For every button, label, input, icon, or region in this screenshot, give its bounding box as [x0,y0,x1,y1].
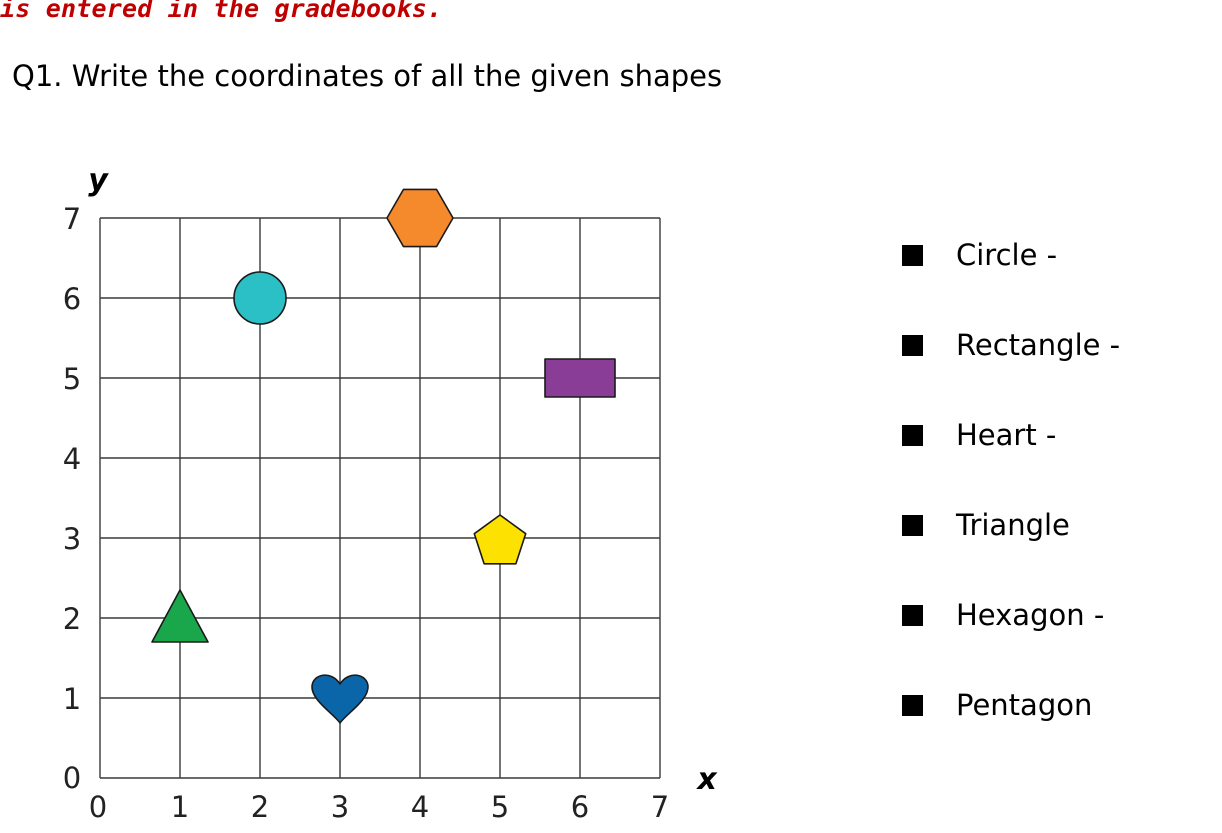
square-bullet-icon [902,245,923,266]
y-tick-label: 2 [63,602,81,636]
pentagon-shape [473,514,527,565]
y-axis-label: y [88,163,109,198]
shape-layer [151,188,616,724]
y-tick-label: 3 [63,522,81,556]
list-item-rectangle: Rectangle - [902,320,1120,410]
x-tick-label: 0 [89,790,107,824]
y-tick-label: 4 [63,442,81,476]
coordinate-grid-svg: 0 1 2 3 4 5 6 7 0 1 2 3 4 5 6 7 x y [63,163,719,824]
hexagon-shape [386,188,454,248]
list-item-pentagon: Pentagon [902,680,1120,770]
y-tick-label: 7 [63,202,81,236]
x-tick-label: 7 [651,790,669,824]
list-item-label: Heart - [956,418,1057,452]
list-item-label: Circle - [956,238,1058,272]
shape-list: Circle - Rectangle - Heart - Triangle He… [902,230,1120,770]
x-tick-label: 3 [331,790,349,824]
heart-shape [311,674,369,724]
list-item-label: Hexagon - [956,598,1105,632]
list-item-label: Triangle [956,508,1070,542]
x-axis-label: x [695,762,718,797]
x-tick-label: 5 [491,790,509,824]
x-tick-label: 2 [251,790,269,824]
square-bullet-icon [902,695,923,716]
grid-lines [99,217,661,779]
square-bullet-icon [902,605,923,626]
rectangle-shape [544,358,616,398]
y-tick-label: 0 [63,761,81,795]
y-tick-label: 1 [63,682,81,716]
question-text: Q1. Write the coordinates of all the giv… [12,59,723,93]
x-tick-label: 6 [571,790,589,824]
square-bullet-icon [902,515,923,536]
square-bullet-icon [902,335,923,356]
x-tick-label: 1 [171,790,189,824]
list-item-label: Rectangle - [956,328,1121,362]
triangle-shape [151,589,209,643]
list-item-triangle: Triangle [902,500,1120,590]
y-tick-label: 6 [63,282,81,316]
y-tick-label: 5 [63,362,81,396]
circle-shape [233,271,287,325]
list-item-heart: Heart - [902,410,1120,500]
gradebook-notice: is entered in the gradebooks. [0,0,443,23]
coordinate-grid: 0 1 2 3 4 5 6 7 0 1 2 3 4 5 6 7 x y [63,163,719,824]
x-tick-label: 4 [411,790,429,824]
list-item-hexagon: Hexagon - [902,590,1120,680]
list-item-label: Pentagon [956,688,1093,722]
square-bullet-icon [902,425,923,446]
tick-labels: 0 1 2 3 4 5 6 7 0 1 2 3 4 5 6 7 [63,202,669,824]
list-item-circle: Circle - [902,230,1120,320]
